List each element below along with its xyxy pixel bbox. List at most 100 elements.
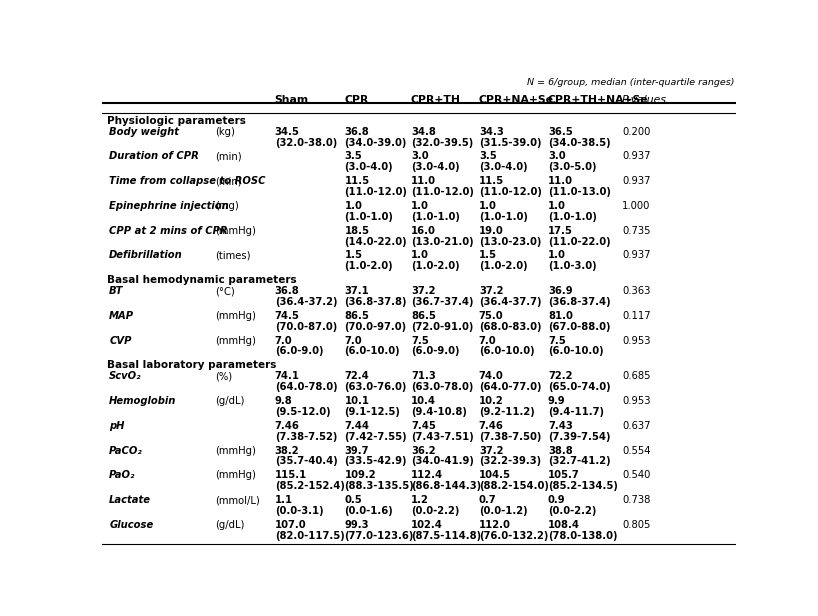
Text: 0.540: 0.540 [622, 470, 650, 480]
Text: Glucose: Glucose [110, 520, 154, 530]
Text: P-values: P-values [622, 95, 667, 105]
Text: (11.0-12.0): (11.0-12.0) [344, 187, 407, 197]
Text: (9.2-11.2): (9.2-11.2) [479, 407, 535, 417]
Text: (32.7-41.2): (32.7-41.2) [548, 456, 610, 466]
Text: (9.4-11.7): (9.4-11.7) [548, 407, 604, 417]
Text: (3.0-4.0): (3.0-4.0) [344, 163, 393, 172]
Text: (mg): (mg) [215, 201, 239, 211]
Text: 0.937: 0.937 [622, 250, 650, 261]
Text: 36.5: 36.5 [548, 127, 573, 137]
Text: (kg): (kg) [215, 127, 235, 137]
Text: 3.0: 3.0 [548, 152, 565, 161]
Text: PaCO₂: PaCO₂ [110, 445, 143, 456]
Text: 3.5: 3.5 [344, 152, 362, 161]
Text: (65.0-74.0): (65.0-74.0) [548, 383, 610, 392]
Text: 0.200: 0.200 [622, 127, 650, 137]
Text: (6.0-10.0): (6.0-10.0) [548, 346, 604, 357]
Text: 36.2: 36.2 [411, 445, 436, 456]
Text: 0.738: 0.738 [622, 495, 650, 505]
Text: (36.7-37.4): (36.7-37.4) [411, 297, 474, 307]
Text: 74.0: 74.0 [479, 371, 504, 381]
Text: (78.0-138.0): (78.0-138.0) [548, 530, 618, 541]
Text: CVP: CVP [110, 336, 132, 346]
Text: BT: BT [110, 286, 124, 296]
Text: N = 6/group, median (inter-quartile ranges): N = 6/group, median (inter-quartile rang… [528, 78, 735, 87]
Text: (85.2-134.5): (85.2-134.5) [548, 481, 618, 491]
Text: 81.0: 81.0 [548, 311, 573, 321]
Text: 38.8: 38.8 [548, 445, 573, 456]
Text: (1.0-1.0): (1.0-1.0) [411, 212, 460, 222]
Text: 0.805: 0.805 [622, 520, 650, 530]
Text: (32.0-38.0): (32.0-38.0) [275, 137, 337, 148]
Text: (82.0-117.5): (82.0-117.5) [275, 530, 344, 541]
Text: 86.5: 86.5 [411, 311, 436, 321]
Text: (34.0-41.9): (34.0-41.9) [411, 456, 474, 466]
Text: 0.5: 0.5 [344, 495, 362, 505]
Text: CPR: CPR [344, 95, 369, 105]
Text: 34.3: 34.3 [479, 127, 504, 137]
Text: 0.363: 0.363 [622, 286, 650, 296]
Text: (0.0-2.2): (0.0-2.2) [411, 506, 460, 516]
Text: (11.0-12.0): (11.0-12.0) [479, 187, 542, 197]
Text: 0.117: 0.117 [622, 311, 650, 321]
Text: 112.4: 112.4 [411, 470, 443, 480]
Text: Hemoglobin: Hemoglobin [110, 396, 177, 406]
Text: (0.0-3.1): (0.0-3.1) [275, 506, 323, 516]
Text: 1.2: 1.2 [411, 495, 429, 505]
Text: (11.0-12.0): (11.0-12.0) [411, 187, 474, 197]
Text: 1.0: 1.0 [479, 201, 497, 211]
Text: 7.45: 7.45 [411, 421, 436, 431]
Text: (g/dL): (g/dL) [215, 520, 245, 530]
Text: 18.5: 18.5 [344, 225, 370, 236]
Text: (1.0-2.0): (1.0-2.0) [411, 261, 460, 271]
Text: 0.637: 0.637 [622, 421, 650, 431]
Text: (11.0-22.0): (11.0-22.0) [548, 237, 610, 246]
Text: (31.5-39.0): (31.5-39.0) [479, 137, 542, 148]
Text: 37.2: 37.2 [479, 286, 503, 296]
Text: 1.1: 1.1 [275, 495, 293, 505]
Text: 1.0: 1.0 [344, 201, 362, 211]
Text: (33.5-42.9): (33.5-42.9) [344, 456, 407, 466]
Text: (g/dL): (g/dL) [215, 396, 245, 406]
Text: (72.0-91.0): (72.0-91.0) [411, 322, 474, 332]
Text: (36.4-37.2): (36.4-37.2) [275, 297, 337, 307]
Text: 75.0: 75.0 [479, 311, 503, 321]
Text: (mmol/L): (mmol/L) [215, 495, 260, 505]
Text: Basal laboratory parameters: Basal laboratory parameters [107, 360, 276, 370]
Text: 7.46: 7.46 [479, 421, 504, 431]
Text: 7.46: 7.46 [275, 421, 299, 431]
Text: 7.0: 7.0 [344, 336, 362, 346]
Text: 7.0: 7.0 [275, 336, 292, 346]
Text: (36.8-37.4): (36.8-37.4) [548, 297, 610, 307]
Text: (9.5-12.0): (9.5-12.0) [275, 407, 330, 417]
Text: 71.3: 71.3 [411, 371, 436, 381]
Text: 3.0: 3.0 [411, 152, 429, 161]
Text: 11.5: 11.5 [344, 176, 370, 186]
Text: (63.0-76.0): (63.0-76.0) [344, 383, 407, 392]
Text: 115.1: 115.1 [275, 470, 307, 480]
Text: 104.5: 104.5 [479, 470, 510, 480]
Text: CPR+TH: CPR+TH [411, 95, 461, 105]
Text: Basal hemodynamic parameters: Basal hemodynamic parameters [107, 275, 297, 285]
Text: (1.0-2.0): (1.0-2.0) [479, 261, 528, 271]
Text: (35.7-40.4): (35.7-40.4) [275, 456, 338, 466]
Text: 86.5: 86.5 [344, 311, 369, 321]
Text: 112.0: 112.0 [479, 520, 510, 530]
Text: (86.8-144.3): (86.8-144.3) [411, 481, 481, 491]
Text: 16.0: 16.0 [411, 225, 436, 236]
Text: (3.0-5.0): (3.0-5.0) [548, 163, 596, 172]
Text: 108.4: 108.4 [548, 520, 580, 530]
Text: 99.3: 99.3 [344, 520, 369, 530]
Text: (11.0-13.0): (11.0-13.0) [548, 187, 611, 197]
Text: 0.953: 0.953 [622, 396, 650, 406]
Text: (85.2-152.4): (85.2-152.4) [275, 481, 344, 491]
Text: (34.0-39.0): (34.0-39.0) [344, 137, 407, 148]
Text: (68.0-83.0): (68.0-83.0) [479, 322, 542, 332]
Text: 7.44: 7.44 [344, 421, 370, 431]
Text: 34.8: 34.8 [411, 127, 436, 137]
Text: (1.0-2.0): (1.0-2.0) [344, 261, 393, 271]
Text: 1.0: 1.0 [411, 201, 429, 211]
Text: (70.0-97.0): (70.0-97.0) [344, 322, 407, 332]
Text: (min): (min) [215, 176, 241, 186]
Text: (77.0-123.6): (77.0-123.6) [344, 530, 414, 541]
